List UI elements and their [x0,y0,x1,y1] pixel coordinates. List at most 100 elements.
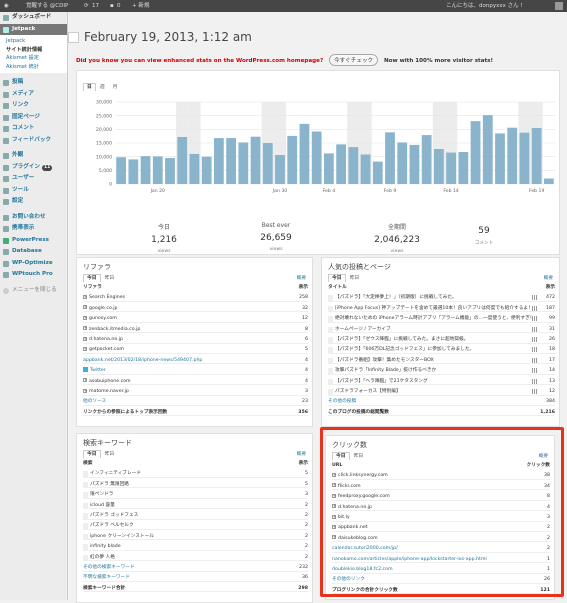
keywords-tab-yesterday[interactable]: 昨日 [104,452,115,457]
keywords-row-value: 2 [305,502,308,508]
clicks-summary-link[interactable]: 概要 [538,454,548,459]
menu-database[interactable]: Database [0,246,67,258]
submenu-jetpack[interactable]: Jetpack [6,38,26,44]
popular-row[interactable]: その他の投稿 384 [328,398,555,407]
referrers-row[interactable]: Twitter 4 [83,367,308,375]
submenu-akismet-settings[interactable]: Akismet 設定 [6,55,39,61]
referrers-row-label[interactable]: appbank.net/2013/02/18/iphone-news/54940… [83,357,203,363]
submenu-site-stats[interactable]: サイト統計情報 [6,46,43,53]
clicks-tab-today[interactable]: 今日 [332,452,350,460]
keywords-tab-today[interactable]: 今日 [83,450,101,458]
expand-icon[interactable]: + [83,378,87,383]
expand-icon[interactable]: + [83,388,87,393]
clicks-row[interactable]: その他のリンク 26 [332,576,550,585]
menu-comments[interactable]: コメント [0,123,67,135]
post-stats-icon[interactable] [532,389,537,394]
post-stats-icon[interactable] [532,347,537,353]
menu-wp-optimize[interactable]: WP-Optimize [0,258,67,270]
keywords-row[interactable]: 不明な検索キーワード 36 [83,574,308,583]
tab-week[interactable]: 週 [99,85,105,90]
menu-pages[interactable]: 固定ページ [0,112,67,124]
clicks-row-label[interactable]: doublekio.blog18.fc2.com [332,567,393,572]
clicks-row-label[interactable]: nanokamo.com/articles/apple/iphone-app/k… [332,556,487,562]
expand-icon[interactable]: + [83,305,87,310]
menu-contact[interactable]: お問い合わせ [0,212,67,224]
post-stats-icon[interactable] [532,295,537,301]
expand-icon[interactable]: + [332,524,336,529]
menu-plugins[interactable]: プラグイン 11 [0,162,67,174]
comments-count[interactable]: 0 [117,3,121,9]
submenu-akismet-stats[interactable]: Akismet 統計 [6,63,39,70]
expand-icon[interactable]: + [83,336,87,341]
popular-row: このブログの投稿の総閲覧数 1,216 [328,409,555,417]
updates-count[interactable]: 17 [92,3,99,9]
post-stats-icon[interactable] [532,305,537,311]
referrers-tab-yesterday[interactable]: 昨日 [104,276,115,281]
expand-icon[interactable]: + [83,346,87,351]
referrers-row-label: リンクからの参照によるトップ表示回数 [83,409,168,415]
clicks-row[interactable]: doublekio.blog18.fc2.com 1 [332,566,550,574]
clicks-row-label[interactable]: その他のリンク [332,577,365,583]
clicks-tab-yesterday[interactable]: 昨日 [353,454,364,459]
collapse-menu-button[interactable]: メニューを閉じる [0,285,67,297]
menu-jetpack[interactable]: Jetpack [0,23,67,35]
avatar[interactable] [555,2,563,10]
keywords-row-label[interactable]: その他の検索キーワード [83,565,135,570]
clicks-row[interactable]: nanokamo.com/articles/apple/iphone-app/k… [332,556,550,564]
wordpress-logo-icon[interactable]: ◉ [4,3,9,9]
menu-links[interactable]: リンク [0,100,67,112]
popular-tab-yesterday[interactable]: 昨日 [349,276,360,281]
expand-icon[interactable]: + [83,315,87,320]
popular-summary-link[interactable]: 概要 [543,276,553,281]
new-content-link[interactable]: + 新規 [132,3,150,9]
expand-icon[interactable]: + [332,483,336,488]
expand-icon[interactable]: + [332,514,336,519]
menu-settings[interactable]: 設定 [0,196,67,208]
expand-icon[interactable]: + [332,472,336,477]
tab-day[interactable]: 日 [83,83,96,91]
menu-dashboard[interactable]: ダッシュボード [0,12,67,24]
referrers-tab-today[interactable]: 今日 [83,274,101,282]
keywords-row[interactable]: その他の検索キーワード 232 [83,564,308,572]
greeting-link[interactable]: こんにちは、donpyxxx さん ! [446,3,523,9]
post-stats-icon[interactable] [532,326,537,332]
tab-month[interactable]: 月 [112,85,118,90]
chart-bar [262,143,273,184]
post-stats-icon[interactable] [532,316,537,322]
menu-posts[interactable]: 投稿 [0,77,67,89]
expand-icon[interactable]: + [83,294,87,299]
post-stats-icon[interactable] [532,368,537,374]
clicks-row-label[interactable]: calendar.sutori2000.com/jp/ [332,546,398,552]
keywords-row-label[interactable]: 不明な検索キーワード [83,575,130,581]
menu-users[interactable]: ユーザー [0,173,67,185]
referrers-row-label[interactable]: 他のソース [83,399,107,405]
y-tick-label: 25,000 [96,113,112,119]
menu-appearance[interactable]: 外観 [0,150,67,162]
post-stats-icon[interactable] [532,357,537,363]
expand-icon[interactable]: + [332,493,336,498]
keywords-row-value: 5 [305,471,308,477]
check-now-button[interactable]: 今すぐチェック [328,54,379,66]
menu-media[interactable]: メディア [0,89,67,101]
site-name-link[interactable]: 覚醒する @CDIP [26,3,69,9]
menu-wptouch[interactable]: WPtouch Pro [0,269,67,281]
post-stats-icon[interactable] [532,378,537,384]
referrers-summary-link[interactable]: 概要 [296,276,306,281]
popular-tab-today[interactable]: 今日 [328,274,346,282]
comments-icon[interactable]: ▪ [110,3,114,9]
clicks-row[interactable]: calendar.sutori2000.com/jp/2 [332,545,550,553]
menu-tools[interactable]: ツール [0,185,67,197]
expand-icon[interactable]: + [332,535,336,540]
referrers-row[interactable]: appbank.net/2013/02/18/iphone-news/54940… [83,357,308,365]
updates-icon[interactable]: ⟳ [84,3,89,9]
referrers-row-label[interactable]: Twitter [90,368,106,374]
menu-feedback[interactable]: フィードバック [0,135,67,147]
expand-icon[interactable]: + [83,326,87,331]
expand-icon[interactable]: + [332,504,336,509]
post-stats-icon[interactable] [532,337,537,342]
keywords-summary-link[interactable]: 概要 [296,452,306,457]
popular-row-label[interactable]: その他の投稿 [328,399,357,405]
menu-powerpress[interactable]: PowerPress [0,235,67,247]
menu-mobile[interactable]: 携帯表示 [0,223,67,235]
referrers-row[interactable]: 他のソース 23 [83,398,308,407]
